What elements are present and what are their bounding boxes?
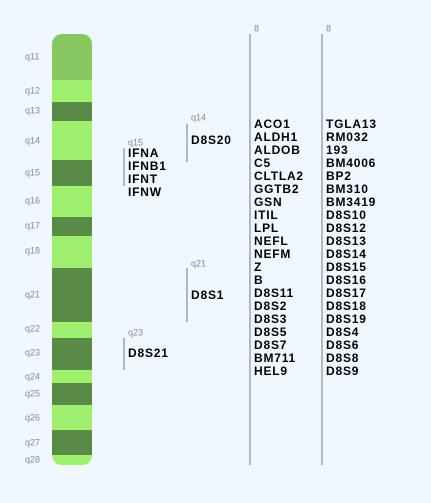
gene-label: IFNW — [128, 185, 162, 199]
gene-label: BM310 — [326, 182, 369, 196]
gene-label: D8S6 — [326, 338, 359, 352]
band — [52, 383, 92, 405]
band-label: q23 — [25, 347, 40, 357]
band-label: q18 — [25, 245, 40, 255]
gene-label: BM4006 — [326, 156, 376, 170]
band — [52, 268, 92, 322]
band-label: q21 — [25, 289, 40, 299]
band — [52, 455, 92, 465]
band-label: q16 — [25, 195, 40, 205]
band-label: q25 — [25, 388, 40, 398]
gene-label: NEFL — [254, 234, 289, 248]
band — [52, 370, 92, 383]
gene-label: D8S20 — [191, 133, 232, 147]
band-label: q17 — [25, 220, 40, 230]
band-label: q27 — [25, 437, 40, 447]
gene-label: D8S17 — [326, 286, 367, 300]
gene-label: IFNT — [128, 172, 158, 186]
gene-label: D8S15 — [326, 260, 367, 274]
gene-label: IFNA — [128, 146, 159, 160]
gene-label: D8S4 — [326, 325, 359, 339]
gene-label: HEL9 — [254, 364, 288, 378]
gene-label: 193 — [326, 143, 348, 157]
gene-label: LPL — [254, 221, 279, 235]
gene-label: D8S3 — [254, 312, 287, 326]
band-label: q28 — [25, 454, 40, 464]
band-label: q24 — [25, 371, 40, 381]
gene-label: D8S7 — [254, 338, 287, 352]
gene-label: Z — [254, 260, 262, 274]
band — [52, 217, 92, 236]
gene-label: D8S9 — [326, 364, 359, 378]
gene-label: IFNB1 — [128, 159, 167, 173]
band — [52, 186, 92, 217]
column-label: 8 — [254, 23, 259, 33]
gene-label: D8S16 — [326, 273, 367, 287]
gene-label: C5 — [254, 156, 271, 170]
gene-label: D8S21 — [128, 346, 169, 360]
band — [52, 322, 92, 338]
band-label: q13 — [25, 105, 40, 115]
band-label: q15 — [25, 167, 40, 177]
gene-label: ITIL — [254, 208, 279, 222]
gene-label: D8S19 — [326, 312, 367, 326]
band — [52, 121, 92, 160]
band — [52, 34, 92, 80]
gene-label: D8S18 — [326, 299, 367, 313]
band — [52, 236, 92, 268]
band-label: q26 — [25, 412, 40, 422]
group-band-label: q14 — [191, 112, 206, 122]
gene-label: D8S11 — [254, 286, 294, 300]
group-band-label: q15 — [128, 137, 143, 147]
gene-label: CLTLA2 — [254, 169, 304, 183]
chromosome — [52, 34, 92, 465]
band — [52, 80, 92, 102]
gene-label: GSN — [254, 195, 282, 209]
column-label: 8 — [326, 23, 331, 33]
gene-label: D8S14 — [326, 247, 367, 261]
band — [52, 102, 92, 121]
band — [52, 430, 92, 455]
gene-label: ALDOB — [254, 143, 301, 157]
band-label: q22 — [25, 323, 40, 333]
gene-label: D8S10 — [326, 208, 367, 222]
band-label: q14 — [25, 135, 40, 145]
band — [52, 405, 92, 430]
gene-label: D8S1 — [191, 288, 224, 302]
group-band-label: q21 — [191, 258, 206, 268]
gene-label: RM032 — [326, 130, 369, 144]
gene-label: D8S8 — [326, 351, 359, 365]
band — [52, 338, 92, 370]
gene-label: GGTB2 — [254, 182, 299, 196]
gene-label: ALDH1 — [254, 130, 298, 144]
band-label: q11 — [25, 51, 39, 61]
gene-label: NEFM — [254, 247, 291, 261]
gene-label: TGLA13 — [326, 117, 377, 131]
gene-label: D8S5 — [254, 325, 287, 339]
gene-label: D8S2 — [254, 299, 287, 313]
band-label: q12 — [25, 85, 40, 95]
gene-label: ACO1 — [254, 117, 291, 131]
gene-label: D8S12 — [326, 221, 367, 235]
gene-label: D8S13 — [326, 234, 367, 248]
gene-label: BM3419 — [326, 195, 376, 209]
band — [52, 160, 92, 186]
gene-label: B — [254, 273, 263, 287]
group-band-label: q23 — [128, 327, 143, 337]
gene-label: BP2 — [326, 169, 352, 183]
gene-label: BM711 — [254, 351, 296, 365]
